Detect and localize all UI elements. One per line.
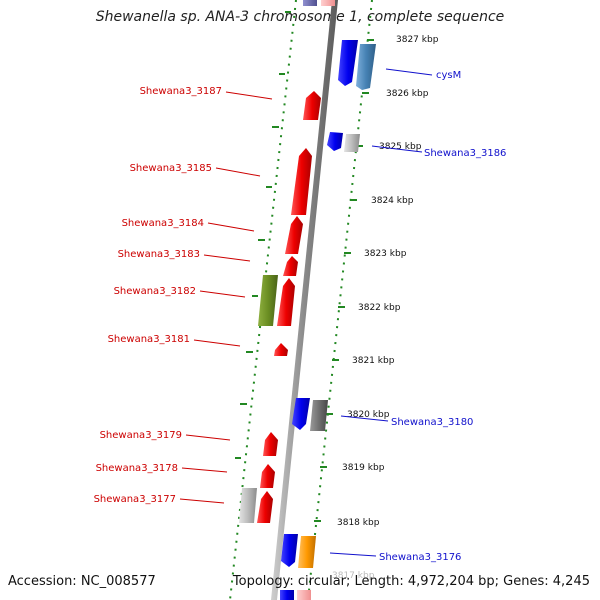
minor-ticks (235, 11, 374, 522)
gene-label-left: Shewana3_3177 (94, 494, 176, 505)
feature-Shewana3_3185 (291, 148, 312, 215)
tick-label: 3826 kbp (386, 89, 429, 99)
tick-label: 3824 kbp (371, 196, 414, 206)
feature-reverse-blue-4 (281, 534, 298, 567)
tick-label: 3825 kbp (379, 142, 422, 152)
gene-label-left: Shewana3_3178 (96, 463, 178, 474)
feature-reverse-blue-2 (327, 132, 343, 151)
feature-reverse-blue-1 (338, 40, 358, 86)
accession-label: Accession: NC_008577 (8, 574, 156, 589)
feature-Shewana3_3177 (257, 491, 273, 523)
tick-labels: 3827 kbp 3826 kbp 3825 kbp 3824 kbp 3823… (332, 35, 439, 581)
right-gene-labels: cysM Shewana3_3186 Shewana3_3180 Shewana… (329, 68, 506, 563)
gene-features (239, 0, 376, 600)
feature-Shewana3_3176 (298, 536, 316, 568)
feature-top-purple (303, 0, 317, 6)
gene-label-left: Shewana3_3179 (100, 430, 182, 441)
tick-label: 3827 kbp (396, 35, 439, 45)
left-gene-labels: Shewana3_3187 Shewana3_3185 Shewana3_318… (94, 86, 273, 505)
gene-label-left: Shewana3_3184 (122, 218, 204, 229)
feature-Shewana3_3186 (344, 134, 360, 152)
feature-Shewana3_3181 (274, 343, 288, 356)
tick-label: 3821 kbp (352, 356, 395, 366)
feature-reverse-blue-3 (292, 398, 310, 430)
feature-Shewana3_3182 (258, 275, 278, 326)
gene-label-right: cysM (436, 70, 461, 81)
feature-cysM (356, 44, 376, 90)
feature-Shewana3_3187 (303, 91, 321, 120)
right-dotted-track (307, 0, 373, 600)
gene-label-left: Shewana3_3187 (140, 86, 222, 97)
feature-bottom-blue (280, 590, 294, 600)
chromosome-backbone (271, 0, 338, 600)
feature-red-3182b (277, 278, 295, 326)
tick-label: 3817 kbp (332, 571, 375, 581)
feature-top-pink (321, 0, 335, 6)
gene-label-left: Shewana3_3183 (118, 249, 200, 260)
tick-label: 3823 kbp (364, 249, 407, 259)
feature-Shewana3_3183 (283, 256, 298, 276)
gene-label-left: Shewana3_3182 (114, 286, 196, 297)
gene-label-right: Shewana3_3180 (391, 417, 473, 428)
feature-Shewana3_3180 (310, 400, 328, 431)
gene-label-right: Shewana3_3176 (379, 552, 461, 563)
tick-label: 3822 kbp (358, 303, 401, 313)
gene-label-left: Shewana3_3185 (130, 163, 212, 174)
gene-label-right: Shewana3_3186 (424, 148, 506, 159)
feature-Shewana3_3184 (285, 216, 303, 254)
tick-label: 3820 kbp (347, 410, 390, 420)
tick-label: 3819 kbp (342, 463, 385, 473)
gene-label-left: Shewana3_3181 (108, 334, 190, 345)
feature-bottom-pink (297, 590, 311, 600)
topology-label: Topology: circular; Length: 4,972,204 bp… (232, 574, 590, 589)
tick-label: 3818 kbp (337, 518, 380, 528)
feature-Shewana3_3178 (260, 464, 275, 488)
map-title: Shewanella sp. ANA-3 chromosome 1, compl… (95, 9, 505, 25)
feature-grey-3177 (239, 488, 257, 523)
feature-Shewana3_3179 (263, 432, 278, 456)
